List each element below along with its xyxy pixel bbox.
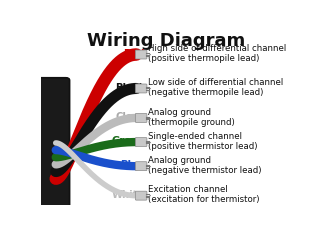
Text: (positive thermistor lead): (positive thermistor lead) bbox=[148, 141, 257, 150]
Text: Low side of differential channel: Low side of differential channel bbox=[148, 78, 283, 87]
Text: (thermopile ground): (thermopile ground) bbox=[148, 117, 234, 126]
Text: Excitation channel: Excitation channel bbox=[148, 185, 228, 194]
FancyBboxPatch shape bbox=[135, 138, 147, 147]
Text: Analog ground: Analog ground bbox=[148, 107, 211, 116]
FancyBboxPatch shape bbox=[135, 51, 147, 60]
Text: (positive thermopile lead): (positive thermopile lead) bbox=[148, 54, 259, 63]
Text: (excitation for thermistor): (excitation for thermistor) bbox=[148, 195, 259, 204]
Text: Analog ground: Analog ground bbox=[148, 155, 211, 164]
Text: Wiring Diagram: Wiring Diagram bbox=[87, 32, 246, 50]
Text: Single-ended channel: Single-ended channel bbox=[148, 131, 242, 140]
Text: Red: Red bbox=[124, 49, 145, 58]
Text: Black: Black bbox=[115, 82, 145, 92]
FancyBboxPatch shape bbox=[135, 114, 147, 123]
FancyBboxPatch shape bbox=[135, 191, 147, 200]
Text: Clear: Clear bbox=[116, 112, 145, 122]
Text: Green: Green bbox=[111, 136, 145, 146]
Text: High side of differential channel: High side of differential channel bbox=[148, 44, 286, 53]
FancyBboxPatch shape bbox=[135, 162, 147, 171]
Text: White: White bbox=[112, 189, 145, 199]
Text: (negative thermistor lead): (negative thermistor lead) bbox=[148, 165, 261, 174]
Text: Blue: Blue bbox=[120, 160, 145, 170]
FancyBboxPatch shape bbox=[34, 78, 70, 212]
Text: (negative thermopile lead): (negative thermopile lead) bbox=[148, 88, 263, 97]
FancyBboxPatch shape bbox=[135, 85, 147, 94]
